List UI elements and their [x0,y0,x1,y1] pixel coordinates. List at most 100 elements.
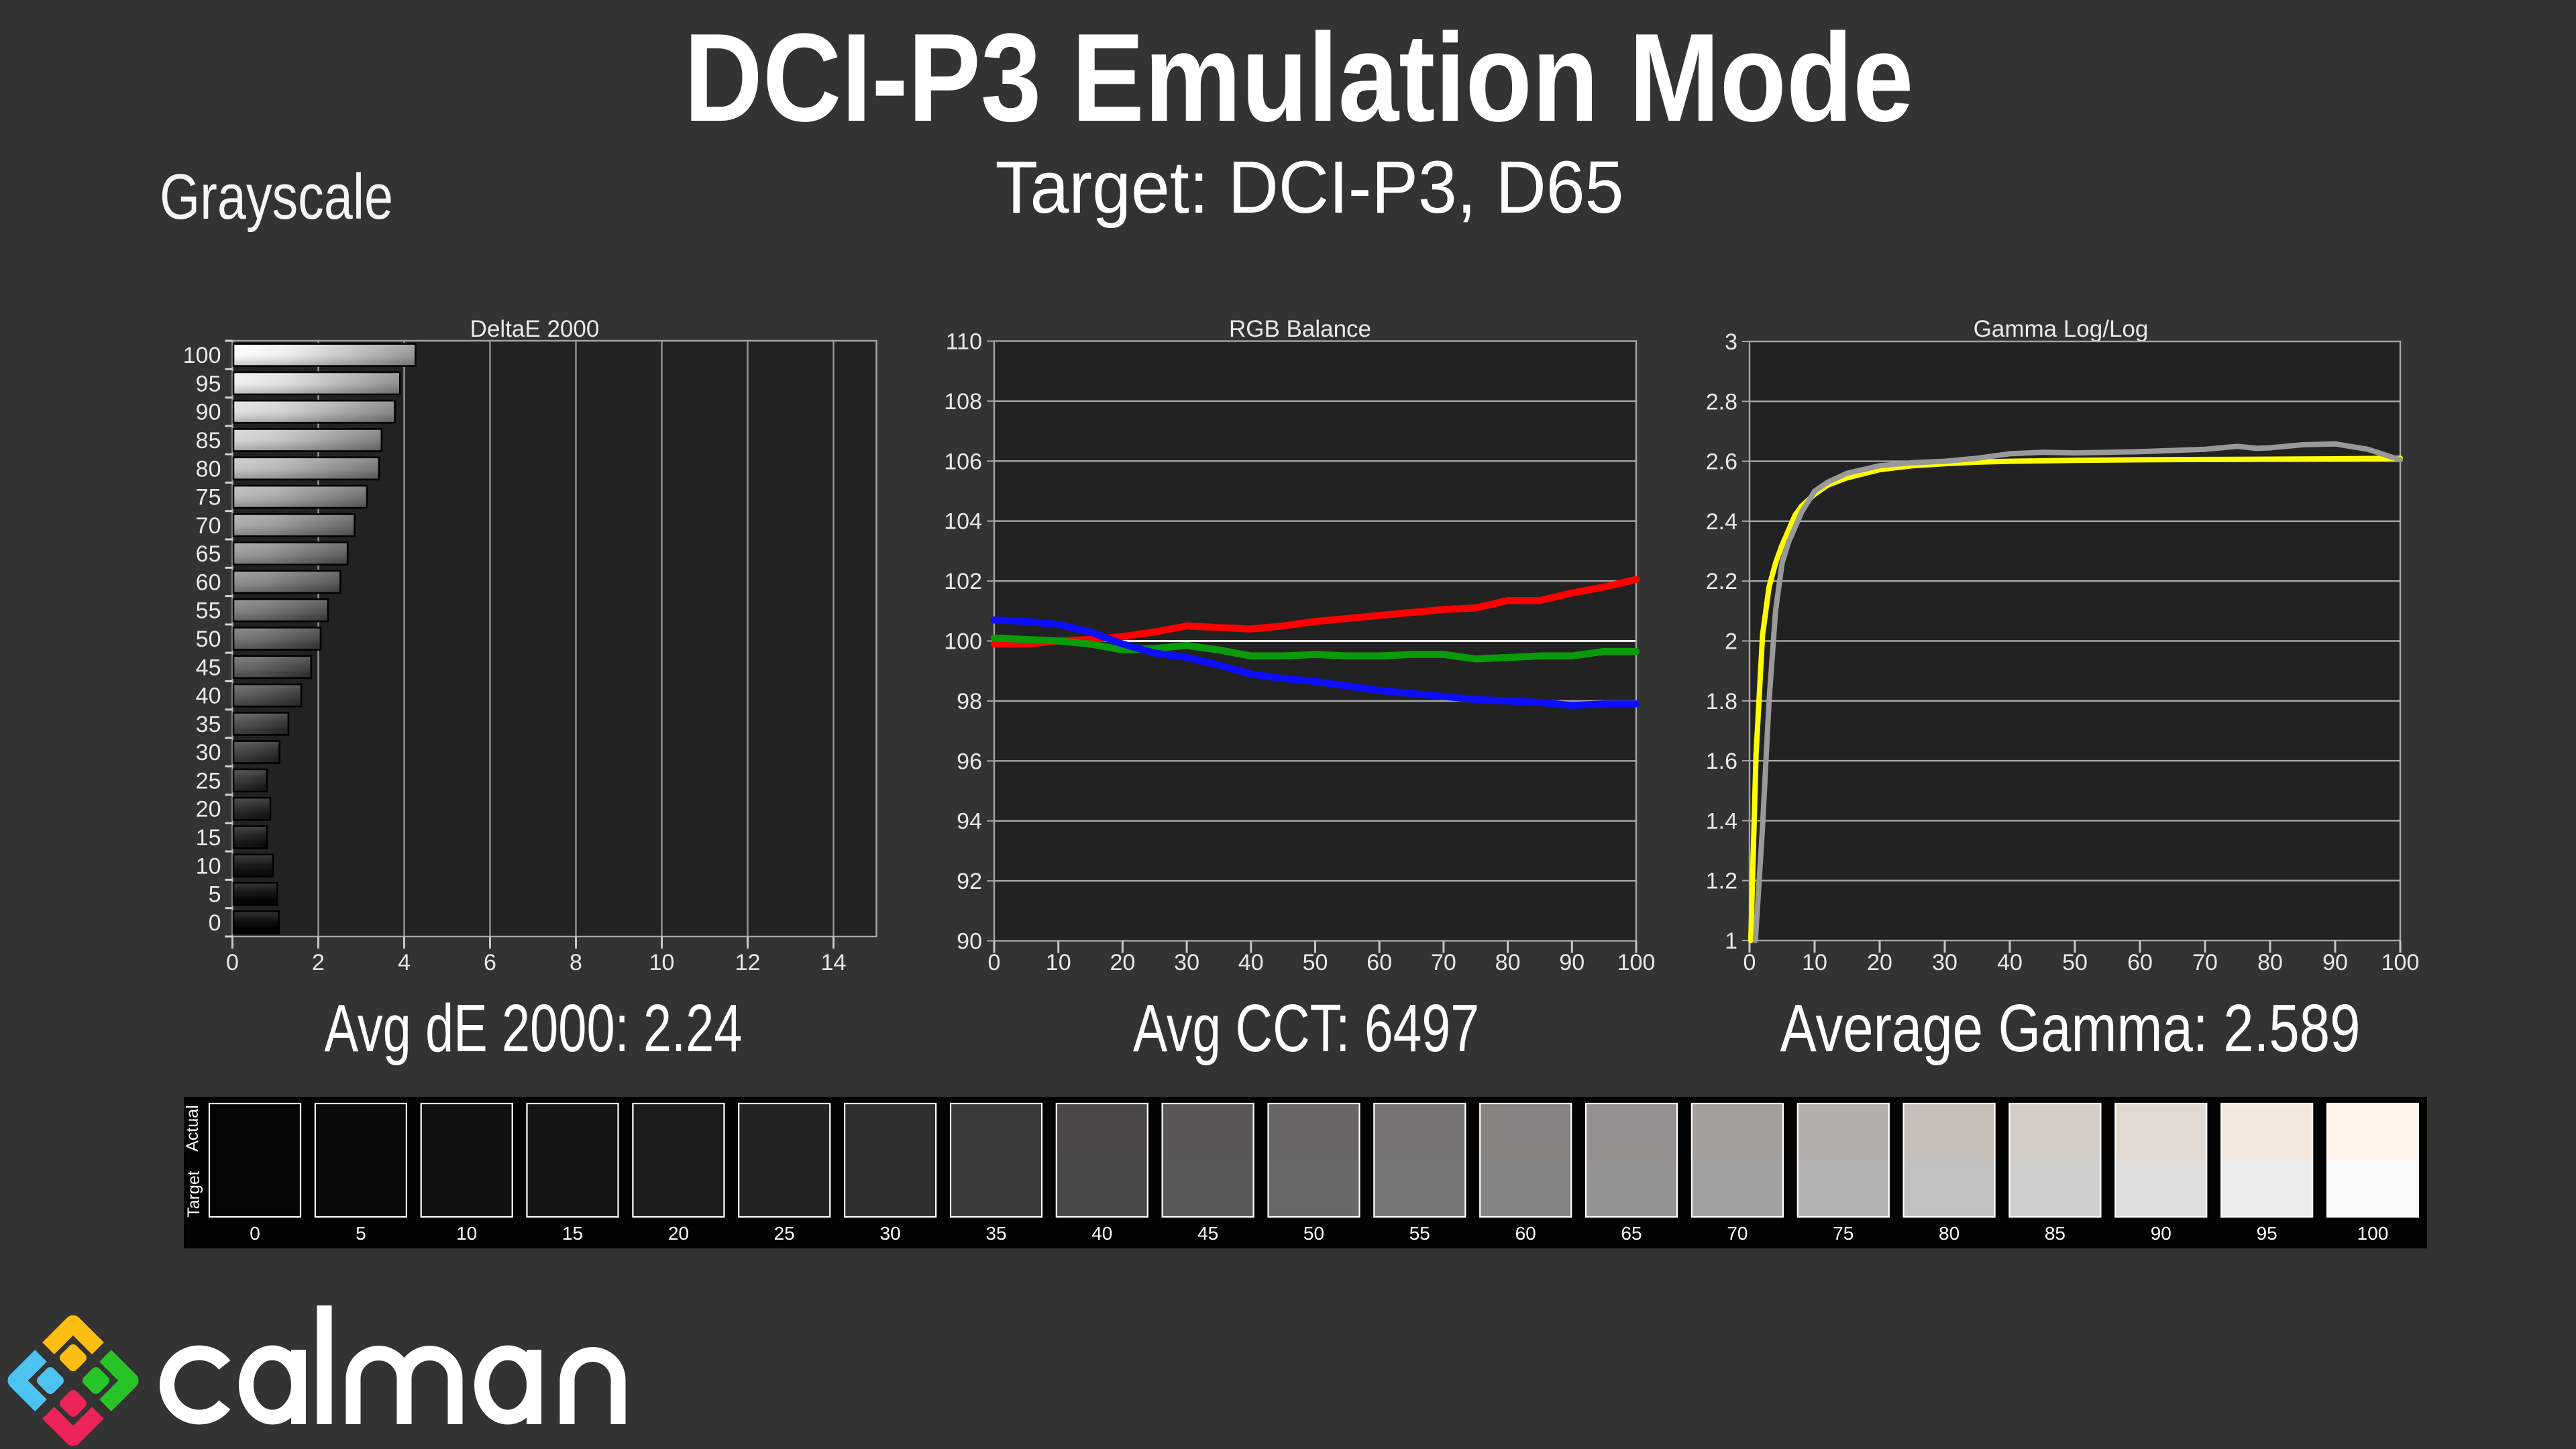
svg-text:12: 12 [735,950,761,975]
svg-text:80: 80 [1495,950,1521,975]
svg-text:94: 94 [957,809,982,835]
svg-text:90: 90 [196,400,221,425]
svg-text:2.8: 2.8 [1706,389,1737,415]
svg-text:40: 40 [1091,1223,1112,1244]
svg-text:95: 95 [196,371,221,396]
svg-text:90: 90 [2151,1223,2171,1244]
svg-text:Target: Target [184,1171,203,1218]
svg-text:98: 98 [957,689,982,714]
svg-text:25: 25 [774,1223,795,1244]
svg-text:Grayscale: Grayscale [160,161,393,233]
svg-text:5: 5 [356,1223,366,1244]
svg-text:35: 35 [196,712,221,737]
svg-text:1.2: 1.2 [1706,869,1737,894]
svg-text:2.4: 2.4 [1706,509,1737,535]
svg-text:20: 20 [1867,950,1892,975]
svg-text:8: 8 [570,950,582,975]
svg-text:40: 40 [1238,950,1264,975]
svg-text:10: 10 [196,853,221,879]
svg-text:0: 0 [250,1223,260,1244]
svg-text:2.6: 2.6 [1706,449,1737,475]
svg-text:100: 100 [183,343,221,368]
svg-text:90: 90 [957,929,982,955]
svg-text:30: 30 [196,740,221,765]
svg-text:10: 10 [456,1223,477,1244]
svg-text:40: 40 [1997,950,2023,975]
svg-text:1.6: 1.6 [1706,749,1737,774]
svg-text:10: 10 [1046,950,1071,975]
svg-text:50: 50 [2062,950,2088,975]
svg-text:60: 60 [1366,950,1392,975]
svg-text:Avg dE 2000: 2.24: Avg dE 2000: 2.24 [325,991,743,1066]
svg-text:20: 20 [196,797,221,822]
svg-text:102: 102 [944,569,982,594]
svg-text:80: 80 [1939,1223,1960,1244]
svg-text:20: 20 [668,1223,689,1244]
svg-text:100: 100 [2357,1223,2389,1244]
svg-text:1: 1 [1725,928,1737,954]
svg-text:0: 0 [1743,950,1756,975]
svg-text:30: 30 [880,1223,901,1244]
svg-text:90: 90 [1559,950,1585,975]
svg-text:0: 0 [226,950,239,975]
svg-text:90: 90 [2322,950,2348,975]
svg-text:2: 2 [1725,629,1737,655]
svg-text:14: 14 [821,950,847,975]
svg-text:80: 80 [2257,950,2283,975]
svg-text:45: 45 [196,655,221,680]
svg-text:92: 92 [957,869,982,894]
svg-text:75: 75 [1833,1223,1854,1244]
svg-text:100: 100 [944,629,982,655]
svg-text:RGB Balance: RGB Balance [1229,316,1371,342]
svg-text:108: 108 [944,389,982,415]
svg-text:100: 100 [1617,950,1656,975]
svg-text:DCI-P3 Emulation Mode: DCI-P3 Emulation Mode [684,7,1914,148]
svg-text:65: 65 [1621,1223,1642,1244]
svg-text:70: 70 [196,513,221,539]
svg-text:50: 50 [1303,950,1328,975]
svg-text:30: 30 [1174,950,1199,975]
svg-text:3: 3 [1725,329,1737,355]
svg-text:70: 70 [1431,950,1456,975]
svg-text:96: 96 [957,749,982,774]
svg-text:65: 65 [196,541,221,567]
svg-text:85: 85 [2045,1223,2065,1244]
svg-text:Target: DCI-P3, D65: Target: DCI-P3, D65 [996,146,1624,229]
svg-text:1.4: 1.4 [1706,808,1737,834]
svg-text:75: 75 [196,485,221,511]
svg-text:106: 106 [944,449,982,474]
svg-text:104: 104 [944,509,982,535]
svg-text:10: 10 [1802,950,1827,975]
svg-text:50: 50 [196,627,221,652]
svg-text:60: 60 [196,570,221,595]
svg-text:70: 70 [1727,1223,1748,1244]
svg-text:70: 70 [2192,950,2218,975]
svg-text:2.2: 2.2 [1706,569,1737,594]
svg-text:35: 35 [985,1223,1006,1244]
svg-text:DeltaE 2000: DeltaE 2000 [470,316,600,342]
svg-text:6: 6 [484,950,496,975]
svg-text:55: 55 [1409,1223,1430,1244]
svg-text:60: 60 [1515,1223,1536,1244]
svg-text:0: 0 [988,950,1001,975]
svg-text:15: 15 [562,1223,583,1244]
svg-text:Avg CCT: 6497: Avg CCT: 6497 [1133,991,1479,1066]
svg-text:110: 110 [946,329,982,355]
svg-text:5: 5 [209,882,221,908]
svg-text:80: 80 [196,456,221,482]
svg-text:40: 40 [196,684,221,709]
svg-text:1.8: 1.8 [1706,689,1737,714]
svg-text:100: 100 [2381,950,2420,975]
svg-text:20: 20 [1110,950,1135,975]
svg-text:Gamma Log/Log: Gamma Log/Log [1974,316,2149,342]
svg-text:2: 2 [312,950,325,975]
svg-text:55: 55 [196,598,221,624]
svg-text:45: 45 [1197,1223,1218,1244]
svg-text:Average Gamma: 2.589: Average Gamma: 2.589 [1780,991,2361,1066]
svg-text:85: 85 [196,428,221,453]
svg-text:25: 25 [196,768,221,794]
svg-text:4: 4 [398,950,411,975]
svg-text:0: 0 [209,910,221,936]
svg-text:Actual: Actual [183,1105,202,1151]
svg-text:15: 15 [196,825,221,851]
